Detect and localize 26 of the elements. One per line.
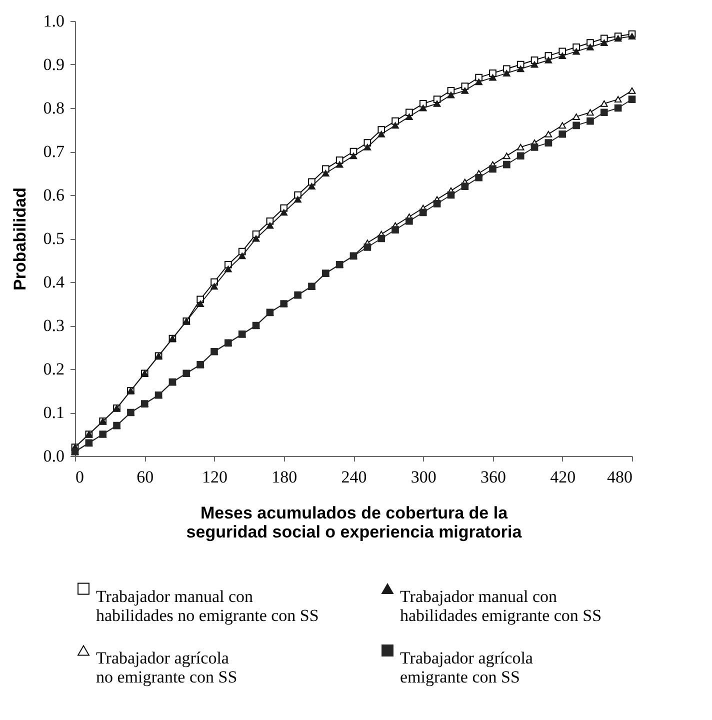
x-tick-label: 240: [341, 468, 367, 486]
y-axis-title: Probabilidad: [10, 188, 30, 290]
x-tick-label: 120: [202, 468, 228, 486]
legend-label: Trabajador manual con habilidades emigrante con SS: [400, 586, 602, 625]
legend-label: Trabajador manual con habilidades no emigrante con SS: [96, 586, 319, 625]
x-tick-label: 60: [136, 468, 154, 486]
y-tick-label: 0.0: [43, 446, 64, 466]
legend-label: Trabajador agrícola no emigrante con SS: [96, 648, 238, 686]
x-tick-label: 360: [480, 468, 506, 486]
y-tick-label: 0.3: [43, 316, 64, 335]
x-tick-label: 420: [550, 468, 576, 486]
y-tick-label: 0.9: [43, 55, 64, 74]
x-tick-label: 0: [76, 468, 84, 486]
legend-label: Trabajador agrícola emigrante con SS: [400, 648, 534, 686]
y-tick-label: 1.0: [43, 12, 64, 30]
y-tick-label: 0.1: [43, 403, 64, 422]
y-tick-label: 0.2: [43, 360, 64, 378]
x-axis-title: Meses acumulados de cobertura de la seguridad social o experiencia migratoria: [186, 504, 522, 542]
x-tick-label: 480: [607, 468, 632, 486]
x-tick-label: 180: [272, 468, 298, 486]
y-tick-label: 0.7: [43, 142, 65, 161]
y-tick-label: 0.8: [43, 98, 64, 118]
y-tick-label: 0.6: [43, 186, 64, 204]
x-tick-label: 300: [410, 468, 436, 486]
y-tick-label: 0.5: [43, 229, 64, 248]
y-tick-label: 0.4: [43, 272, 65, 292]
